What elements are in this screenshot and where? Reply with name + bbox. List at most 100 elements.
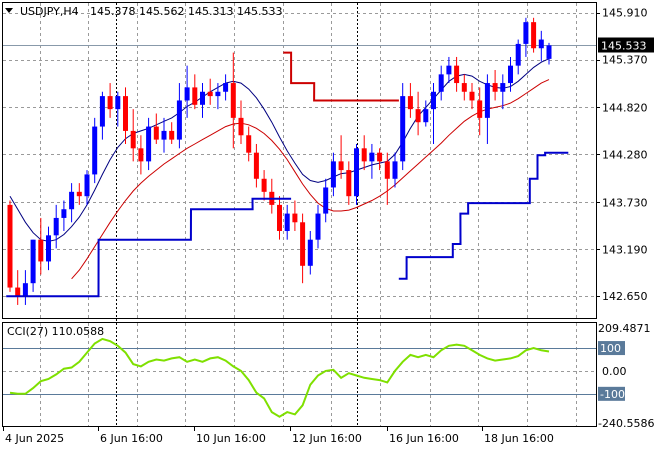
symbol-dropdown-icon[interactable]: [5, 8, 13, 13]
candle-body: [223, 83, 229, 92]
candle: [153, 113, 159, 144]
candle-body: [169, 130, 175, 140]
candle-body: [284, 213, 290, 231]
candle: [546, 42, 552, 65]
candle-body: [61, 209, 67, 218]
candle-body: [92, 126, 98, 175]
candle-body: [392, 161, 398, 179]
candle-body: [515, 43, 521, 66]
candle-body: [431, 91, 436, 110]
candle: [431, 83, 436, 144]
candles: [7, 17, 552, 305]
candle: [284, 204, 290, 240]
candle-body: [38, 239, 44, 262]
time-tick-label: 12 Jun 16:00: [292, 432, 362, 445]
cci-zero-label: 0.00: [602, 365, 627, 378]
candle: [138, 135, 144, 175]
candle: [477, 87, 483, 136]
candle-body: [253, 152, 259, 179]
candle-body: [415, 109, 421, 123]
candle: [300, 213, 306, 284]
candle-body: [161, 130, 167, 140]
price-tick-label: 145.910: [602, 7, 648, 20]
candle: [207, 78, 213, 105]
candle: [515, 39, 521, 75]
trailing-stops: [6, 51, 569, 298]
candle-body: [261, 178, 267, 192]
candle-body: [7, 204, 13, 288]
candle: [446, 56, 452, 84]
candle-body: [477, 100, 483, 118]
candle-body: [330, 161, 336, 188]
candle: [423, 100, 429, 127]
candle: [161, 117, 167, 153]
price-tick-label: 143.190: [602, 243, 648, 256]
candle: [377, 148, 383, 171]
candle-body: [407, 96, 413, 110]
candle-body: [130, 130, 136, 149]
cci-line: [9, 337, 550, 418]
candle-body: [423, 109, 429, 123]
candle: [384, 152, 390, 205]
candle-body: [461, 83, 467, 92]
candle-body: [230, 83, 236, 118]
candle: [7, 200, 13, 292]
cci-max-label: 209.4871: [598, 322, 651, 335]
time-tick-label: 10 Jun 16:00: [196, 432, 266, 445]
candle-body: [15, 287, 21, 297]
candle-body: [176, 100, 182, 140]
candle-body: [292, 213, 298, 223]
candle-body: [307, 239, 313, 266]
candle: [307, 230, 313, 275]
candle-body: [138, 148, 144, 162]
candle: [330, 152, 336, 197]
candle: [492, 70, 498, 101]
candle: [461, 74, 467, 101]
price-tick-label: 144.820: [602, 101, 648, 114]
candle-body: [538, 39, 544, 49]
candle: [84, 170, 90, 205]
candle: [238, 100, 244, 144]
candle: [38, 217, 44, 275]
cci-level-tag-background: [598, 386, 625, 401]
candle-body: [346, 170, 352, 197]
candle: [400, 83, 406, 171]
trailing-stop-down-line: [283, 51, 399, 102]
candle-body: [215, 91, 221, 97]
candle: [338, 135, 344, 179]
slow-moving-average-line: [71, 79, 550, 280]
candle-body: [277, 204, 282, 231]
price-tick-label: 145.370: [602, 54, 648, 67]
price-axis: 145.910 145.370 144.820 144.280 143.730 143.1…: [596, 7, 654, 303]
candle-body: [300, 222, 306, 266]
candle: [46, 226, 51, 271]
candle-body: [146, 126, 152, 162]
candle: [531, 17, 537, 53]
ohlc-values: 145.378 145.562 145.313 145.533: [90, 5, 282, 18]
candle-body: [192, 87, 198, 105]
candle: [30, 239, 36, 292]
candle: [508, 56, 513, 92]
candle: [130, 109, 136, 162]
candle: [277, 196, 282, 240]
price-tick-label: 144.280: [602, 148, 648, 161]
last-price-tag-background: [598, 37, 654, 53]
candle: [15, 270, 21, 305]
candle: [361, 135, 367, 171]
candle-body: [531, 22, 537, 49]
candle: [107, 83, 113, 118]
candle: [253, 143, 259, 188]
candle-body: [107, 96, 113, 110]
candle-body: [454, 65, 460, 84]
candle: [415, 91, 421, 136]
candle-body: [99, 96, 105, 127]
candle-body: [338, 161, 344, 171]
candle: [123, 87, 128, 144]
candle-body: [46, 235, 51, 262]
candle: [523, 17, 529, 57]
candle-body: [446, 65, 452, 75]
candle: [392, 152, 398, 188]
candle: [146, 117, 152, 171]
candle-body: [523, 22, 529, 44]
